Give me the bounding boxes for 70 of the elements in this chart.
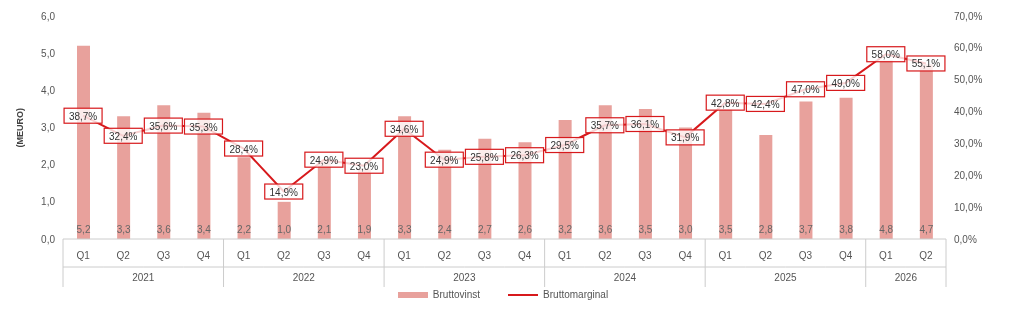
y2-tick-label: 20,0% [954, 169, 983, 181]
y-tick-label: 0,0 [41, 233, 56, 245]
bar [719, 108, 733, 239]
text: 2021 [132, 272, 155, 283]
text: 2026 [894, 272, 918, 283]
data-label: 3,5 [718, 224, 734, 235]
legend-label: Bruttomarginal [543, 289, 609, 300]
data-label: 2,8 [758, 224, 774, 235]
x-tick-label: Q1 [236, 250, 251, 261]
text: 2024 [613, 272, 637, 283]
x-tick-label: Q4 [357, 250, 372, 261]
data-label: 3,2 [558, 224, 573, 235]
x-tick-label: Q3 [317, 250, 331, 261]
x-tick-label: Q4 [838, 250, 853, 261]
x-tick-label: Q4 [196, 250, 211, 261]
x-tick-label: Q2 [437, 250, 452, 261]
data-label: 1,9 [357, 224, 372, 235]
bar [799, 101, 813, 239]
y-tick-label: 5,0 [41, 47, 56, 59]
text: 2022 [292, 272, 316, 283]
data-label: 3,8 [839, 224, 854, 235]
y2-tick-label: 10,0% [954, 201, 983, 213]
data-label: 2,7 [477, 224, 493, 235]
x-tick-label: Q4 [678, 250, 693, 261]
bar [237, 157, 251, 239]
y-axis-title: (MEURO) [15, 108, 26, 148]
x-tick-label: Q2 [598, 250, 612, 261]
y-tick-label: 6,0 [41, 10, 56, 22]
y-tick-label: 1,0 [41, 196, 56, 208]
x-tick-label: Q1 [558, 250, 572, 261]
data-label: 1,0 [277, 224, 292, 235]
x-tick-label: Q3 [477, 250, 492, 261]
x-tick-label: Q2 [919, 250, 934, 261]
text: 2023 [453, 272, 476, 283]
x-tick-label: Q2 [116, 250, 131, 261]
x-tick-label: Q1 [397, 250, 412, 261]
y2-tick-label: 50,0% [954, 74, 983, 86]
y2-tick-label: 30,0% [954, 137, 983, 149]
x-tick-label: Q2 [758, 250, 773, 261]
y2-tick-label: 40,0% [954, 106, 983, 118]
bar [879, 60, 893, 239]
data-label: 2,6 [518, 224, 533, 235]
data-label: 4,8 [879, 224, 894, 235]
x-tick-label: Q1 [718, 250, 733, 261]
y2-tick-label: 60,0% [954, 42, 983, 54]
bar [839, 97, 853, 239]
data-label: 3,3 [116, 224, 132, 235]
x-tick-label: Q3 [638, 250, 653, 261]
bar [759, 134, 773, 239]
x-tick-label: Q1 [76, 250, 91, 261]
y2-tick-label: 0,0% [954, 233, 977, 245]
y-tick-label: 4,0 [41, 84, 56, 96]
data-label: 2,2 [237, 224, 252, 235]
data-label: 3,3 [397, 224, 412, 235]
y-tick-label: 2,0 [41, 159, 56, 171]
data-label: 3,6 [156, 224, 172, 235]
data-label: 3,5 [638, 224, 653, 235]
x-tick-label: Q4 [517, 250, 532, 261]
data-label: 5,2 [76, 224, 91, 235]
text: 2025 [774, 272, 798, 283]
x-tick-label: Q1 [879, 250, 893, 261]
data-label: 3,7 [799, 224, 814, 235]
y2-tick-label: 70,0% [954, 10, 983, 22]
x-tick-label: Q3 [798, 250, 813, 261]
x-tick-label: Q3 [156, 250, 171, 261]
legend-label: Bruttovinst [432, 289, 481, 300]
x-tick-label: Q2 [277, 250, 291, 261]
data-label: 3,0 [678, 224, 693, 235]
data-label: 3,4 [196, 224, 212, 235]
y-tick-label: 3,0 [41, 122, 56, 134]
